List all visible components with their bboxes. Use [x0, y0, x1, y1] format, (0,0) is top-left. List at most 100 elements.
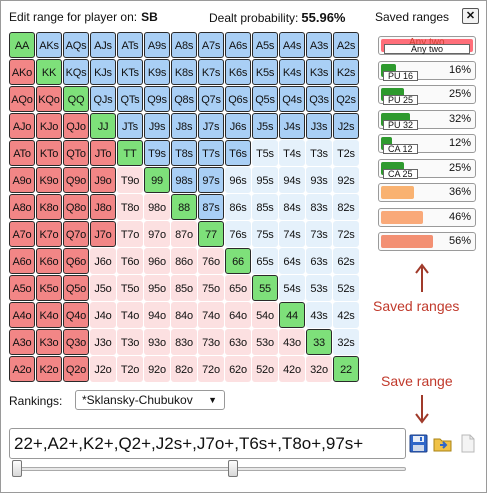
hand-cell-T4o[interactable]: T4o [117, 302, 143, 328]
hand-cell-J8s[interactable]: J8s [171, 113, 197, 139]
close-icon[interactable]: ✕ [462, 8, 479, 24]
hand-cell-A3o[interactable]: A3o [9, 329, 35, 355]
hand-cell-J2o[interactable]: J2o [90, 356, 116, 382]
hand-cell-J4s[interactable]: J4s [279, 113, 305, 139]
saved-range-item[interactable]: 36% [378, 183, 476, 202]
hand-cell-82s[interactable]: 82s [333, 194, 359, 220]
hand-cell-AA[interactable]: AA [9, 32, 35, 58]
hand-cell-J9o[interactable]: J9o [90, 167, 116, 193]
hand-cell-K5s[interactable]: K5s [252, 59, 278, 85]
hand-cell-KTs[interactable]: KTs [117, 59, 143, 85]
hand-cell-K3s[interactable]: K3s [306, 59, 332, 85]
slider-low-handle[interactable] [12, 460, 22, 477]
hand-cell-AKo[interactable]: AKo [9, 59, 35, 85]
hand-cell-T3s[interactable]: T3s [306, 140, 332, 166]
hand-cell-A2s[interactable]: A2s [333, 32, 359, 58]
hand-cell-T2o[interactable]: T2o [117, 356, 143, 382]
hand-cell-64o[interactable]: 64o [225, 302, 251, 328]
hand-cell-Q7s[interactable]: Q7s [198, 86, 224, 112]
hand-cell-83o[interactable]: 83o [171, 329, 197, 355]
saved-range-item[interactable]: 56% [378, 232, 476, 251]
saved-range-item[interactable]: PU 25 25% [378, 85, 476, 105]
hand-cell-97s[interactable]: 97s [198, 167, 224, 193]
hand-cell-T9o[interactable]: T9o [117, 167, 143, 193]
hand-cell-Q9s[interactable]: Q9s [144, 86, 170, 112]
hand-cell-T7o[interactable]: T7o [117, 221, 143, 247]
hand-cell-Q5o[interactable]: Q5o [63, 275, 89, 301]
hand-cell-K6s[interactable]: K6s [225, 59, 251, 85]
hand-cell-63o[interactable]: 63o [225, 329, 251, 355]
load-icon[interactable] [432, 433, 453, 454]
hand-cell-KTo[interactable]: KTo [36, 140, 62, 166]
slider-high-handle[interactable] [227, 460, 238, 477]
hand-cell-J8o[interactable]: J8o [90, 194, 116, 220]
hand-cell-55[interactable]: 55 [252, 275, 278, 301]
hand-cell-T8s[interactable]: T8s [171, 140, 197, 166]
hand-cell-T6s[interactable]: T6s [225, 140, 251, 166]
hand-cell-Q2s[interactable]: Q2s [333, 86, 359, 112]
hand-cell-85o[interactable]: 85o [171, 275, 197, 301]
hand-cell-T7s[interactable]: T7s [198, 140, 224, 166]
hand-cell-54o[interactable]: 54o [252, 302, 278, 328]
hand-cell-J5s[interactable]: J5s [252, 113, 278, 139]
hand-cell-A8o[interactable]: A8o [9, 194, 35, 220]
hand-cell-95s[interactable]: 95s [252, 167, 278, 193]
saved-range-item[interactable]: PU 32 32% [378, 109, 476, 130]
hand-cell-82o[interactable]: 82o [171, 356, 197, 382]
hand-cell-Q3s[interactable]: Q3s [306, 86, 332, 112]
hand-cell-52s[interactable]: 52s [333, 275, 359, 301]
hand-cell-93s[interactable]: 93s [306, 167, 332, 193]
hand-cell-K8s[interactable]: K8s [171, 59, 197, 85]
hand-cell-J7o[interactable]: J7o [90, 221, 116, 247]
hand-cell-A9o[interactable]: A9o [9, 167, 35, 193]
hand-cell-Q5s[interactable]: Q5s [252, 86, 278, 112]
hand-cell-JJ[interactable]: JJ [90, 113, 116, 139]
hand-cell-43s[interactable]: 43s [306, 302, 332, 328]
hand-cell-87s[interactable]: 87s [198, 194, 224, 220]
hand-cell-K9o[interactable]: K9o [36, 167, 62, 193]
hand-cell-77[interactable]: 77 [198, 221, 224, 247]
hand-cell-66[interactable]: 66 [225, 248, 251, 274]
hand-cell-AJs[interactable]: AJs [90, 32, 116, 58]
hand-cell-A8s[interactable]: A8s [171, 32, 197, 58]
hand-cell-KQs[interactable]: KQs [63, 59, 89, 85]
hand-cell-Q8s[interactable]: Q8s [171, 86, 197, 112]
hand-cell-A9s[interactable]: A9s [144, 32, 170, 58]
hand-cell-K2o[interactable]: K2o [36, 356, 62, 382]
hand-cell-T2s[interactable]: T2s [333, 140, 359, 166]
hand-cell-53s[interactable]: 53s [306, 275, 332, 301]
saved-range-item[interactable]: CA 12 12% [378, 134, 476, 154]
hand-cell-84o[interactable]: 84o [171, 302, 197, 328]
hand-cell-QQ[interactable]: QQ [63, 86, 89, 112]
hand-cell-A5o[interactable]: A5o [9, 275, 35, 301]
hand-cell-92o[interactable]: 92o [144, 356, 170, 382]
hand-cell-33[interactable]: 33 [306, 329, 332, 355]
hand-cell-AKs[interactable]: AKs [36, 32, 62, 58]
hand-cell-K4o[interactable]: K4o [36, 302, 62, 328]
hand-cell-K7o[interactable]: K7o [36, 221, 62, 247]
hand-cell-87o[interactable]: 87o [171, 221, 197, 247]
hand-cell-AQo[interactable]: AQo [9, 86, 35, 112]
hand-cell-97o[interactable]: 97o [144, 221, 170, 247]
hand-cell-T3o[interactable]: T3o [117, 329, 143, 355]
range-slider-track[interactable] [12, 467, 406, 471]
hand-cell-74s[interactable]: 74s [279, 221, 305, 247]
hand-cell-ATs[interactable]: ATs [117, 32, 143, 58]
range-text-input[interactable]: 22+,A2+,K2+,Q2+,J2s+,J7o+,T6s+,T8o+,97s+ [9, 428, 406, 459]
hand-cell-J5o[interactable]: J5o [90, 275, 116, 301]
copy-icon[interactable] [457, 433, 478, 454]
hand-cell-QJs[interactable]: QJs [90, 86, 116, 112]
hand-cell-86s[interactable]: 86s [225, 194, 251, 220]
hand-cell-T8o[interactable]: T8o [117, 194, 143, 220]
hand-cell-95o[interactable]: 95o [144, 275, 170, 301]
saved-range-item[interactable]: 46% [378, 207, 476, 227]
hand-cell-98s[interactable]: 98s [171, 167, 197, 193]
hand-cell-A5s[interactable]: A5s [252, 32, 278, 58]
hand-cell-99[interactable]: 99 [144, 167, 170, 193]
hand-cell-62s[interactable]: 62s [333, 248, 359, 274]
hand-cell-83s[interactable]: 83s [306, 194, 332, 220]
hand-cell-Q2o[interactable]: Q2o [63, 356, 89, 382]
hand-cell-72s[interactable]: 72s [333, 221, 359, 247]
hand-cell-88[interactable]: 88 [171, 194, 197, 220]
hand-cell-JTs[interactable]: JTs [117, 113, 143, 139]
